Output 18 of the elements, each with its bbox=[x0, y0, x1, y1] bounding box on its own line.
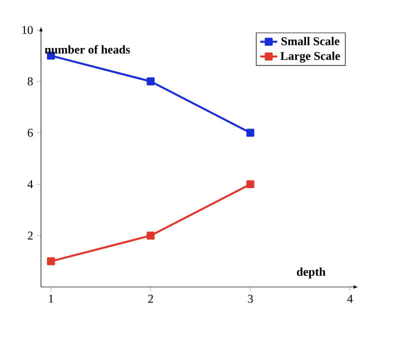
point bbox=[246, 180, 254, 188]
legend-label: Large Scale bbox=[280, 52, 340, 63]
point bbox=[146, 77, 155, 86]
y-tick-label: 6 bbox=[28, 128, 33, 137]
point bbox=[146, 232, 155, 240]
x-tick-label: 4 bbox=[347, 294, 353, 303]
x-tick-label: 1 bbox=[49, 294, 54, 303]
point bbox=[246, 128, 254, 137]
x-tick-label: 3 bbox=[248, 294, 253, 303]
y-axis-title: number of heads bbox=[44, 45, 130, 54]
x-axis-title: depth bbox=[296, 267, 326, 278]
y-tick-label: 8 bbox=[28, 77, 33, 86]
y-tick-label: 4 bbox=[27, 180, 34, 188]
x-tick-label: 2 bbox=[148, 294, 153, 303]
y-tick-label: 2 bbox=[28, 232, 33, 240]
point bbox=[46, 257, 55, 266]
y-tick-label: 10 bbox=[22, 26, 33, 34]
legend-label: Small Scale bbox=[282, 36, 340, 46]
